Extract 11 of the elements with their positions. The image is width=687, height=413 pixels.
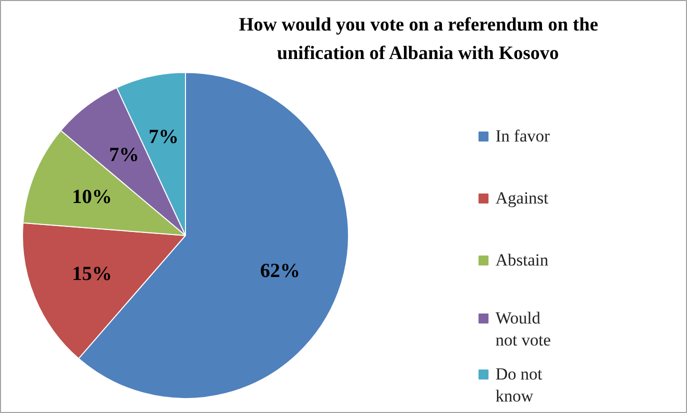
data-label: 62% (260, 260, 300, 282)
data-label: 7% (148, 126, 179, 148)
legend-label: In favor (496, 126, 550, 146)
chart-title: How would you vote on a referendum on the unification of Albania with Kosovo (238, 14, 598, 64)
legend-label: Do not know (496, 364, 543, 406)
legend-label: Would not vote (496, 308, 551, 350)
data-label: 10% (72, 186, 112, 208)
legend-label: Abstain (496, 250, 549, 270)
legend-label: Against (496, 188, 549, 208)
data-label: 15% (72, 262, 112, 285)
data-label: 7% (109, 144, 140, 166)
